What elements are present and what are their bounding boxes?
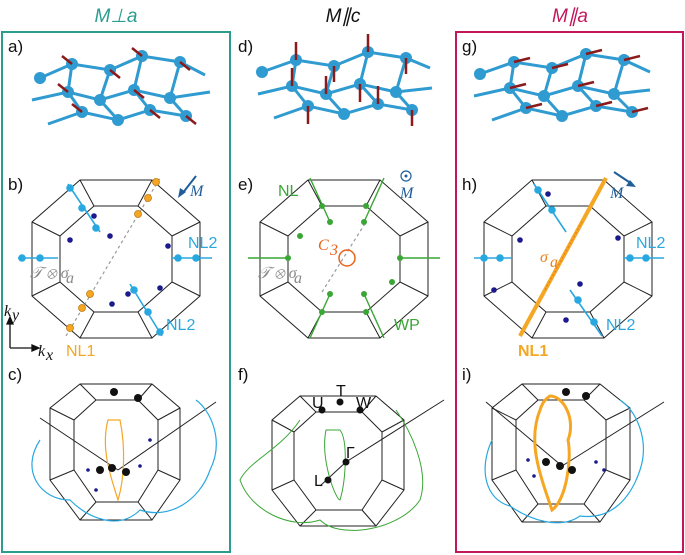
nl2-label-b-bottom: NL2 <box>166 317 195 334</box>
svg-text:σ: σ <box>540 249 549 266</box>
nl2-label-b-top: NL2 <box>188 235 217 252</box>
panel-label-i: i) <box>462 365 471 384</box>
lattice-d <box>256 34 433 126</box>
moment-label-b: M <box>189 183 205 200</box>
kx-label: k x <box>38 343 53 364</box>
panel-label-e: e) <box>238 175 253 194</box>
panel-label-a: a) <box>8 37 23 56</box>
point-u: U <box>312 395 324 412</box>
lattice-a <box>31 47 211 126</box>
bz-projection-b: M NL2 NL2 NL1 𝒯 ⊗ σ a k y k x <box>4 175 217 364</box>
svg-text:a: a <box>294 270 302 287</box>
point-w: W <box>356 395 372 412</box>
column-a-frame <box>1 31 231 553</box>
panel-label-g: g) <box>462 37 477 56</box>
moment-label-h: M <box>609 185 625 202</box>
panel-label-d: d) <box>238 37 253 56</box>
panel-label-b: b) <box>8 175 23 194</box>
panel-label-h: h) <box>462 175 477 194</box>
svg-text:𝒯 ⊗ σ: 𝒯 ⊗ σ <box>30 265 70 282</box>
svg-text:a: a <box>550 254 558 271</box>
header-m-par-a: M∥a <box>552 6 588 27</box>
svg-text:3: 3 <box>329 242 338 259</box>
nl-label-e: NL <box>278 183 299 200</box>
svg-text:k: k <box>4 303 12 320</box>
sigma-label-h: σ a <box>540 249 558 271</box>
bz3d-c <box>31 383 217 522</box>
bz-projection-e: C 3 NL M 𝒯 ⊗ σ a WP <box>248 170 440 339</box>
bz-projection-h: M σ a NL2 NL2 NL1 <box>474 171 665 360</box>
svg-text:C: C <box>318 237 329 254</box>
svg-text:a: a <box>66 270 74 287</box>
svg-text:k: k <box>38 343 46 360</box>
point-l: L <box>314 473 323 490</box>
point-t: T <box>336 383 346 400</box>
bz3d-i <box>484 383 665 524</box>
nl1-label-b: NL1 <box>66 343 95 360</box>
column-g-frame <box>455 31 684 553</box>
point-gamma: Γ <box>346 445 355 462</box>
panel-label-f: f) <box>238 365 248 384</box>
k-axes <box>6 315 41 352</box>
symmetry-label-e: 𝒯 ⊗ σ a <box>258 265 302 287</box>
header-m-par-c: M∥c <box>326 6 361 27</box>
moment-label-e: M <box>399 185 415 202</box>
symmetry-label-b: 𝒯 ⊗ σ a <box>30 265 74 287</box>
wp-label-e: WP <box>394 317 420 334</box>
nl1-label-h: NL1 <box>518 343 548 360</box>
svg-text:y: y <box>10 307 20 324</box>
c3-label: C 3 <box>318 237 338 259</box>
nl2-label-h-bottom: NL2 <box>606 317 635 334</box>
header-m-perp-a: M⊥a <box>95 6 138 27</box>
lattice-g <box>473 48 651 122</box>
panel-label-c: c) <box>8 365 22 384</box>
ky-label: k y <box>4 303 20 324</box>
svg-text:𝒯 ⊗ σ: 𝒯 ⊗ σ <box>258 265 298 282</box>
svg-text:x: x <box>45 347 53 364</box>
bz3d-f: T U W Γ L <box>239 383 445 531</box>
nl2-label-h-top: NL2 <box>636 235 665 252</box>
